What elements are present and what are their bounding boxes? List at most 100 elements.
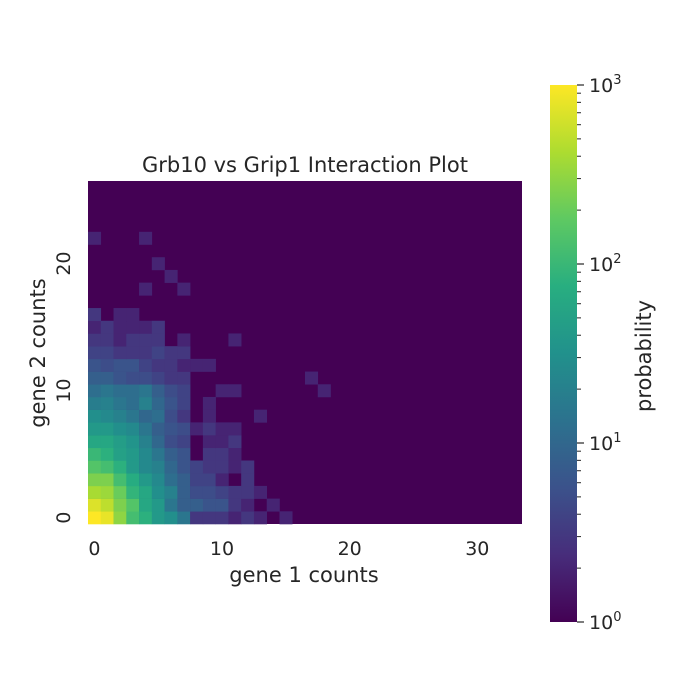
heatmap-cell	[253, 409, 267, 423]
heatmap-cell	[88, 308, 102, 322]
heatmap-cell	[88, 409, 102, 423]
heatmap-cell	[126, 358, 140, 372]
heatmap-cell	[126, 333, 140, 347]
heatmap-cell	[126, 460, 140, 474]
heatmap-cell	[151, 485, 165, 499]
heatmap-cell	[151, 498, 165, 512]
heatmap-cell	[241, 498, 255, 512]
heatmap-cell	[151, 435, 165, 449]
heatmap-cell	[190, 498, 204, 512]
heatmap-cell	[126, 371, 140, 385]
heatmap-cell	[100, 320, 114, 334]
heatmap-cell	[279, 511, 293, 525]
heatmap-cell	[151, 320, 165, 334]
heatmap-cell	[139, 231, 153, 245]
heatmap-cell	[88, 511, 102, 525]
colorbar-tick-label: 102	[589, 252, 621, 276]
x-tick-label: 20	[338, 538, 362, 560]
heatmap-cell	[151, 333, 165, 347]
heatmap-cell	[164, 384, 178, 398]
heatmap-cell	[151, 257, 165, 271]
heatmap-cell	[113, 320, 127, 334]
heatmap-cell	[113, 498, 127, 512]
heatmap-cell	[113, 447, 127, 461]
heatmap-cell	[190, 358, 204, 372]
heatmap-cell	[151, 473, 165, 487]
heatmap-cell	[215, 447, 229, 461]
heatmap-cell	[228, 435, 242, 449]
heatmap-cell	[164, 358, 178, 372]
heatmap-cell	[100, 460, 114, 474]
heatmap-cell	[126, 346, 140, 360]
heatmap-cell	[202, 396, 216, 410]
heatmap-cell	[139, 447, 153, 461]
heatmap-cell	[88, 384, 102, 398]
heatmap-cell	[164, 460, 178, 474]
heatmap-cell	[113, 333, 127, 347]
heatmap-cell	[177, 485, 191, 499]
heatmap-cell	[151, 358, 165, 372]
heatmap-cell	[126, 396, 140, 410]
heatmap-cell	[139, 511, 153, 525]
heatmap-cell	[126, 447, 140, 461]
heatmap-cell	[151, 346, 165, 360]
heatmap-cell	[139, 282, 153, 296]
heatmap-cell	[164, 511, 178, 525]
heatmap-cell	[202, 473, 216, 487]
heatmap-plot-area	[88, 181, 522, 525]
heatmap-cell	[177, 358, 191, 372]
heatmap-cell	[113, 435, 127, 449]
heatmap-cell	[88, 460, 102, 474]
heatmap-cell	[126, 498, 140, 512]
heatmap-cell	[139, 333, 153, 347]
heatmap-cell	[215, 473, 229, 487]
heatmap-cell	[305, 371, 319, 385]
heatmap-cell	[88, 435, 102, 449]
colorbar: 100 101 102 103 probability	[550, 73, 656, 634]
x-tick-label: 30	[465, 538, 489, 560]
heatmap-cell	[228, 422, 242, 436]
heatmap-cell	[202, 485, 216, 499]
y-tick-label: 20	[53, 251, 75, 275]
heatmap-cell	[190, 511, 204, 525]
heatmap-cell	[100, 371, 114, 385]
heatmap-cell	[100, 498, 114, 512]
colorbar-tick-label: 103	[589, 73, 621, 97]
heatmap-cell	[113, 384, 127, 398]
heatmap-cell	[215, 435, 229, 449]
heatmap-cell	[151, 371, 165, 385]
heatmap-cell	[177, 371, 191, 385]
heatmap-cell	[139, 422, 153, 436]
heatmap-cell	[177, 473, 191, 487]
heatmap-cell	[190, 422, 204, 436]
x-tick-label: 10	[210, 538, 234, 560]
heatmap-cell	[88, 498, 102, 512]
heatmap-cell	[164, 269, 178, 283]
heatmap-cell	[88, 358, 102, 372]
heatmap-cell	[253, 485, 267, 499]
x-axis: 0 10 20 30	[88, 538, 489, 560]
colorbar-ticks: 100 101 102 103	[577, 73, 621, 634]
colorbar-gradient	[550, 85, 577, 622]
heatmap-cell	[151, 511, 165, 525]
y-tick-label: 10	[53, 379, 75, 403]
heatmap-cell	[151, 447, 165, 461]
heatmap-cell	[100, 358, 114, 372]
heatmap-cell	[126, 485, 140, 499]
heatmap-cell	[88, 333, 102, 347]
heatmap-cell	[151, 396, 165, 410]
heatmap-cell	[266, 498, 280, 512]
heatmap-cell	[177, 333, 191, 347]
heatmap-cell	[164, 409, 178, 423]
heatmap-cell	[100, 396, 114, 410]
heatmap-cell	[100, 511, 114, 525]
heatmap-cell	[241, 485, 255, 499]
heatmap-cell	[164, 498, 178, 512]
heatmap-cell	[126, 320, 140, 334]
colorbar-label: probability	[632, 300, 656, 412]
heatmap-cell	[88, 396, 102, 410]
heatmap-cell	[126, 422, 140, 436]
y-axis: 0 10 20	[53, 251, 75, 523]
heatmap-cell	[139, 371, 153, 385]
heatmap-cell	[100, 422, 114, 436]
